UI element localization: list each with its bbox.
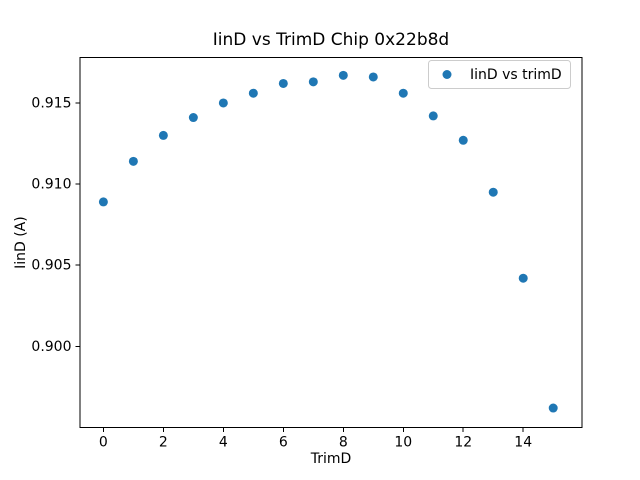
- y-axis-label: IinD (A): [13, 216, 29, 269]
- data-point: [548, 403, 558, 413]
- x-tick-label: 2: [159, 435, 168, 451]
- plot-area: 0 2 4 6 8 10 12 14 0.900 0.905 0.910 0.915: [31, 57, 583, 451]
- data-point: [188, 113, 198, 123]
- data-point: [248, 88, 258, 98]
- data-point: [218, 98, 228, 108]
- data-point: [458, 135, 468, 145]
- x-tick-label: 0: [99, 435, 108, 451]
- x-tick-label: 12: [454, 435, 472, 451]
- data-point: [398, 88, 408, 98]
- legend-marker-icon: [442, 70, 452, 79]
- x-tick-label: 4: [219, 435, 228, 451]
- y-tick-label: 0.905: [31, 258, 71, 274]
- data-point: [278, 78, 288, 88]
- y-tick-label: 0.910: [31, 177, 71, 193]
- data-point: [98, 197, 108, 207]
- data-point: [368, 72, 378, 82]
- data-point: [488, 187, 498, 197]
- data-point: [338, 70, 348, 80]
- x-tick-label: 14: [514, 435, 532, 451]
- x-tick-label: 8: [339, 435, 348, 451]
- chart-title: IinD vs TrimD Chip 0x22b8d: [213, 30, 449, 50]
- legend-box: [428, 60, 571, 89]
- data-point: [308, 77, 318, 87]
- axes-frame: [79, 57, 583, 428]
- legend-label: IinD vs trimD: [470, 67, 562, 83]
- data-point: [128, 156, 138, 166]
- x-axis-label: TrimD: [310, 451, 352, 467]
- y-tick-label: 0.915: [31, 95, 71, 111]
- data-point: [158, 130, 168, 140]
- data-point: [428, 111, 438, 121]
- y-tick-label: 0.900: [31, 339, 71, 355]
- legend: IinD vs trimD: [428, 60, 571, 89]
- x-tick-label: 6: [279, 435, 288, 451]
- x-tick-label: 10: [394, 435, 412, 451]
- data-point: [518, 273, 528, 283]
